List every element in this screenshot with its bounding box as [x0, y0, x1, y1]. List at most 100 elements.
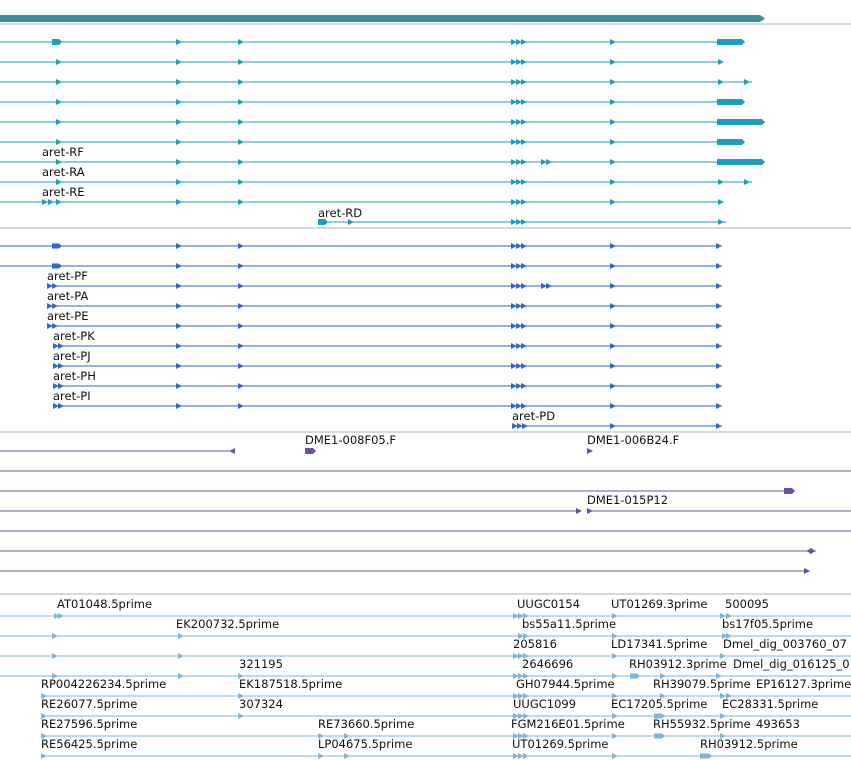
exon-marker[interactable] [511, 79, 517, 85]
exon-marker[interactable] [513, 613, 519, 619]
exon-marker[interactable] [238, 99, 244, 105]
exon-marker[interactable] [176, 139, 182, 145]
exon-marker[interactable] [523, 693, 529, 699]
exon-marker[interactable] [176, 343, 182, 349]
exon-marker[interactable] [58, 363, 64, 369]
feature-label[interactable]: RH39079.5prime [653, 677, 751, 691]
feature-label[interactable]: aret-PH [53, 369, 96, 383]
exon-marker[interactable] [521, 283, 527, 289]
exon-marker[interactable] [513, 653, 519, 659]
exon-marker[interactable] [610, 59, 616, 65]
feature-label[interactable]: aret-PA [47, 289, 88, 303]
exon-marker[interactable] [521, 199, 527, 205]
exon-marker[interactable] [516, 403, 522, 409]
exon-marker[interactable] [176, 383, 182, 389]
exon-marker[interactable] [511, 303, 517, 309]
exon-marker[interactable] [523, 613, 529, 619]
exon-marker[interactable] [716, 363, 722, 369]
feature-label[interactable]: aret-RA [42, 165, 85, 179]
exon-marker[interactable] [511, 403, 517, 409]
feature-label[interactable]: UUGC1099 [513, 697, 576, 711]
exon-marker[interactable] [521, 343, 527, 349]
exon-marker[interactable] [716, 303, 722, 309]
exon-marker[interactable] [521, 383, 527, 389]
exon-marker[interactable] [521, 139, 527, 145]
exon-marker[interactable] [716, 403, 722, 409]
exon-marker[interactable] [716, 423, 722, 429]
feature-label[interactable]: 321195 [239, 657, 283, 671]
feature-label[interactable]: DME1-008F05.F [305, 433, 396, 447]
exon-block[interactable] [784, 488, 795, 494]
feature-label[interactable]: UT01269.3prime [611, 597, 708, 611]
feature-label[interactable]: 500095 [725, 597, 769, 611]
exon-block[interactable] [654, 713, 664, 719]
exon-marker[interactable] [610, 179, 616, 185]
exon-marker[interactable] [521, 243, 527, 249]
exon-marker[interactable] [52, 283, 58, 289]
exon-marker[interactable] [612, 733, 618, 739]
exon-marker[interactable] [516, 283, 522, 289]
exon-marker[interactable] [716, 673, 722, 679]
exon-marker[interactable] [516, 303, 522, 309]
exon-marker[interactable] [318, 753, 324, 759]
exon-marker[interactable] [720, 693, 726, 699]
exon-marker[interactable] [516, 159, 522, 165]
feature-label[interactable]: aret-PI [53, 389, 91, 403]
exon-marker[interactable] [176, 323, 182, 329]
exon-marker[interactable] [41, 753, 47, 759]
feature-label[interactable]: LD17341.5prime [611, 637, 707, 651]
exon-block[interactable] [700, 753, 712, 759]
feature-label[interactable]: Dmel_dig_003760_07 [723, 637, 847, 651]
feature-label[interactable]: RE73660.5prime [318, 717, 414, 731]
exon-marker[interactable] [238, 363, 244, 369]
exon-marker[interactable] [238, 693, 244, 699]
feature-label[interactable]: aret-PF [47, 269, 88, 283]
exon-marker[interactable] [518, 753, 524, 759]
gene-span-bar[interactable] [0, 15, 765, 22]
exon-marker[interactable] [238, 283, 244, 289]
exon-marker[interactable] [56, 139, 62, 145]
exon-marker[interactable] [521, 159, 527, 165]
exon-marker[interactable] [511, 39, 517, 45]
exon-marker[interactable] [716, 263, 722, 269]
exon-marker[interactable] [587, 448, 593, 454]
exon-marker[interactable] [518, 613, 524, 619]
feature-label[interactable]: EK200732.5prime [176, 617, 279, 631]
exon-marker[interactable] [513, 693, 519, 699]
exon-marker[interactable] [523, 653, 529, 659]
feature-label[interactable]: aret-RD [318, 206, 362, 220]
exon-marker[interactable] [610, 423, 616, 429]
exon-marker[interactable] [516, 323, 522, 329]
exon-marker[interactable] [56, 39, 62, 45]
exon-marker[interactable] [523, 633, 529, 639]
feature-label[interactable]: EC28331.5prime [722, 697, 818, 711]
exon-marker[interactable] [53, 383, 59, 389]
exon-block[interactable] [717, 99, 745, 105]
exon-marker[interactable] [518, 653, 524, 659]
exon-marker[interactable] [52, 653, 58, 659]
exon-marker[interactable] [47, 303, 53, 309]
exon-marker[interactable] [718, 219, 724, 225]
exon-marker[interactable] [716, 283, 722, 289]
exon-marker[interactable] [511, 119, 517, 125]
exon-block[interactable] [717, 39, 745, 45]
exon-marker[interactable] [516, 79, 522, 85]
exon-marker[interactable] [612, 613, 618, 619]
exon-marker[interactable] [511, 219, 517, 225]
exon-marker[interactable] [238, 303, 244, 309]
exon-marker[interactable] [238, 263, 244, 269]
exon-marker[interactable] [718, 59, 724, 65]
exon-marker[interactable] [612, 633, 618, 639]
feature-label[interactable]: RP004226234.5prime [41, 677, 166, 691]
exon-marker[interactable] [610, 79, 616, 85]
feature-label[interactable]: RE56425.5prime [41, 737, 137, 751]
exon-marker[interactable] [511, 323, 517, 329]
exon-marker[interactable] [521, 79, 527, 85]
exon-marker[interactable] [716, 383, 722, 389]
exon-marker[interactable] [511, 99, 517, 105]
exon-marker[interactable] [722, 633, 728, 639]
exon-marker[interactable] [176, 159, 182, 165]
exon-marker[interactable] [516, 243, 522, 249]
exon-marker[interactable] [612, 713, 618, 719]
exon-marker[interactable] [518, 673, 524, 679]
